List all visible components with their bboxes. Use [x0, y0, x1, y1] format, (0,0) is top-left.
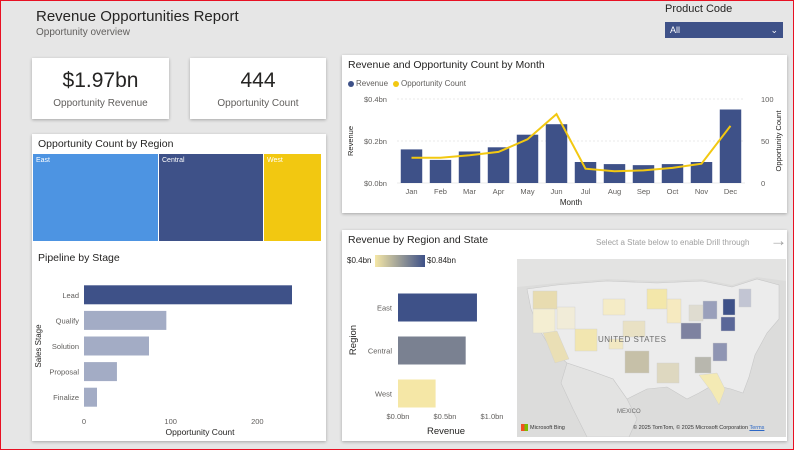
- gradient-legend-bar: [375, 255, 425, 267]
- kpi-value: 444: [240, 69, 276, 92]
- kpi-card-count[interactable]: 444 Opportunity Count: [190, 58, 326, 119]
- kpi-label: Opportunity Count: [217, 98, 299, 109]
- kpi-value: $1.97bn: [62, 69, 139, 92]
- revenue-count-by-month-card: Revenue and Opportunity Count by Month R…: [342, 55, 787, 213]
- map-country-label: UNITED STATES: [598, 335, 667, 344]
- us-state-map[interactable]: UNITED STATES MEXICO Microsoft Bing © 20…: [517, 259, 786, 437]
- chevron-down-icon: ⌄: [770, 24, 778, 35]
- map-bing-label: Microsoft Bing: [530, 424, 565, 431]
- treemap-cell-west[interactable]: West: [264, 154, 321, 241]
- map-terms-link[interactable]: Terms: [749, 425, 765, 431]
- map-mexico-label: MEXICO: [617, 409, 641, 415]
- legend-swatch-count: [393, 80, 400, 87]
- kpi-card-revenue[interactable]: $1.97bn Opportunity Revenue: [32, 58, 169, 119]
- report-header: Revenue Opportunities Report Opportunity…: [0, 0, 794, 50]
- legend-label-revenue: Revenue: [356, 79, 389, 88]
- drill-through-arrow-icon[interactable]: →: [770, 231, 787, 250]
- treemap-title: Opportunity Count by Region: [38, 138, 174, 150]
- gradient-max-label: $0.84bn: [427, 256, 456, 265]
- map-shapes: [517, 259, 786, 437]
- combo-legend: Revenue Opportunity Count: [348, 79, 466, 88]
- gradient-min-label: $0.4bn: [347, 256, 372, 265]
- product-code-value: All: [670, 25, 681, 35]
- drill-through-hint: Select a State below to enable Drill thr…: [596, 238, 750, 247]
- region-and-pipeline-card: Opportunity Count by Region East Central…: [32, 134, 326, 441]
- pipeline-title: Pipeline by Stage: [38, 252, 120, 264]
- product-code-label: Product Code: [665, 3, 733, 15]
- legend-label-count: Opportunity Count: [401, 79, 466, 88]
- treemap-label: East: [36, 157, 51, 164]
- report-title: Revenue Opportunities Report: [36, 8, 239, 25]
- map-attribution-bing: Microsoft Bing: [521, 424, 565, 431]
- treemap-cell-east[interactable]: East: [33, 154, 158, 241]
- map-copyright-text: © 2025 TomTom, © 2025 Microsoft Corporat…: [633, 425, 749, 431]
- combo-title: Revenue and Opportunity Count by Month: [348, 59, 545, 71]
- treemap-label: West: [267, 157, 283, 164]
- treemap-label: Central: [162, 157, 185, 164]
- region-state-title: Revenue by Region and State: [348, 234, 489, 246]
- report-subtitle: Opportunity overview: [36, 27, 130, 38]
- product-code-dropdown[interactable]: All ⌄: [665, 22, 783, 38]
- legend-swatch-revenue: [348, 80, 354, 87]
- treemap-cell-central[interactable]: Central: [159, 154, 263, 241]
- map-copyright: © 2025 TomTom, © 2025 Microsoft Corporat…: [633, 425, 764, 431]
- microsoft-logo-icon: [521, 424, 528, 431]
- kpi-label: Opportunity Revenue: [53, 98, 148, 109]
